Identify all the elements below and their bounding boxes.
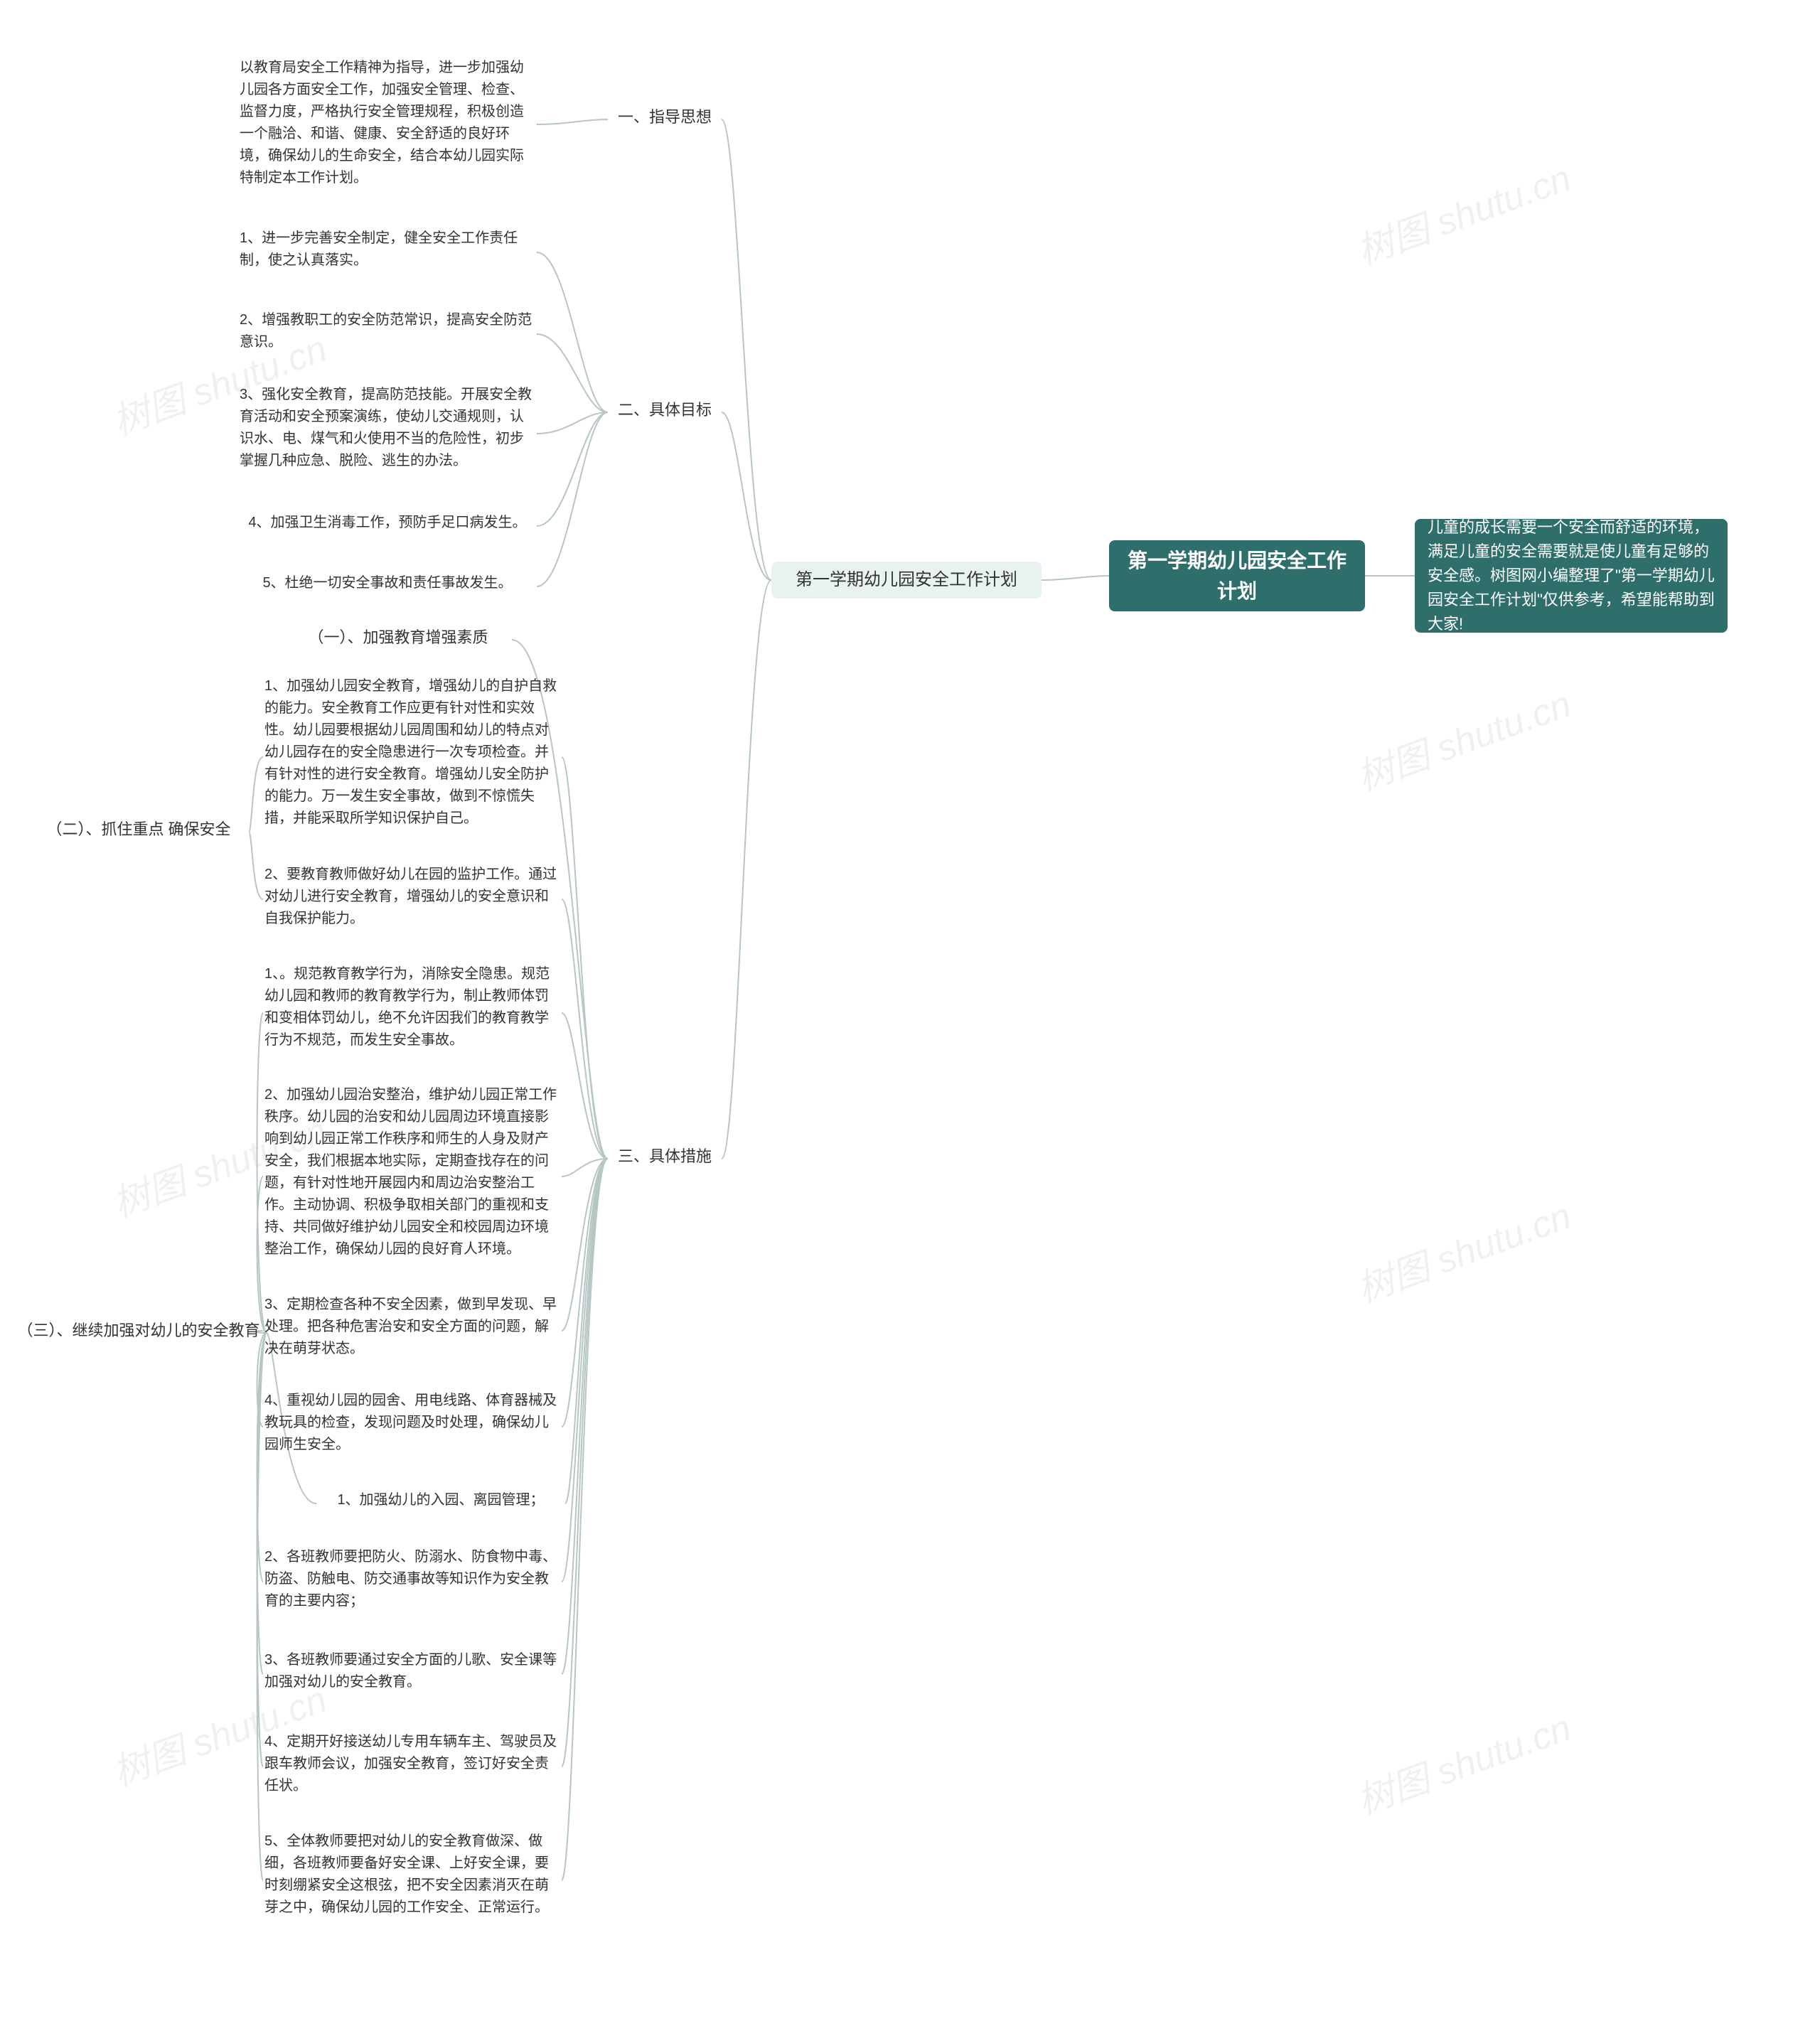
section-3-g2-c1: 1、加强幼儿园安全教育，增强幼儿的自护自救的能力。安全教育工作应更有针对性和实效…: [263, 675, 562, 830]
section-3-g3-c6: 2、各班教师要把防火、防溺水、防食物中毒、防盗、防触电、防交通事故等知识作为安全…: [263, 1546, 562, 1612]
section-3-g3-c1: 1、。规范教育教学行为，消除安全隐患。规范幼儿园和教师的教育教学行为，制止教师体…: [263, 963, 562, 1051]
section-3-g3-c7: 3、各班教师要通过安全方面的儿歌、安全课等加强对幼儿的安全教育。: [263, 1649, 562, 1693]
section-3-g3-c3: 3、定期检查各种不安全因素，做到早发现、早处理。把各种危害治安和安全方面的问题，…: [263, 1294, 562, 1360]
root-title: 第一学期幼儿园安全工作计划: [1109, 540, 1365, 611]
section-3-g3-c2: 2、加强幼儿园治安整治，维护幼儿园正常工作秩序。幼儿园的治安和幼儿园周边环境直接…: [263, 1084, 562, 1260]
section-3-g3-c4: 4、重视幼儿园的园舍、用电线路、体育器械及教玩具的检查，发现问题及时处理，确保幼…: [263, 1390, 562, 1456]
section-2-label: 二、具体目标: [608, 398, 722, 422]
section-1-child-1: 以教育局安全工作精神为指导，进一步加强幼儿园各方面安全工作，加强安全管理、检查、…: [238, 57, 537, 189]
section-2-child-4: 4、加强卫生消毒工作，预防手足口病发生。: [238, 512, 537, 534]
watermark: 树图 shutu.cn: [1349, 1186, 1578, 1312]
watermark: 树图 shutu.cn: [1349, 148, 1578, 274]
summary-box: 儿童的成长需要一个安全而舒适的环境，满足儿童的安全需要就是使儿童有足够的安全感。…: [1415, 519, 1728, 633]
plan-box: 第一学期幼儿园安全工作计划: [771, 562, 1042, 599]
section-3-g2-c2: 2、要教育教师做好幼儿在园的监护工作。通过对幼儿进行安全教育，增强幼儿的安全意识…: [263, 864, 562, 930]
watermark: 树图 shutu.cn: [1349, 674, 1578, 800]
section-3-g2-label: （二）、抓住重点 确保安全: [28, 817, 249, 842]
section-2-child-5: 5、杜绝一切安全事故和责任事故发生。: [238, 572, 537, 594]
section-2-child-3: 3、强化安全教育，提高防范技能。开展安全教育活动和安全预案演练，使幼儿交通规则，…: [238, 384, 537, 472]
section-3-g3-c8: 4、定期开好接送幼儿专用车辆车主、驾驶员及跟车教师会议，加强安全教育，签订好安全…: [263, 1731, 562, 1797]
section-3-g1-label: （一）、加强教育增强素质: [284, 626, 512, 650]
section-1-label: 一、指导思想: [608, 105, 722, 129]
watermark: 树图 shutu.cn: [1349, 1698, 1578, 1824]
section-3-g3-c9: 5、全体教师要把对幼儿的安全教育做深、做细，各班教师要备好安全课、上好安全课，要…: [263, 1830, 562, 1919]
section-2-child-2: 2、增强教职工的安全防范常识，提高安全防范意识。: [238, 309, 537, 353]
section-3-g3-label: （三）、继续加强对幼儿的安全教育: [11, 1319, 267, 1343]
section-3-label: 三、具体措施: [608, 1144, 722, 1169]
section-3-g3-c5: 1、加强幼儿的入园、离园管理；: [316, 1489, 565, 1511]
section-2-child-1: 1、进一步完善安全制定，健全安全工作责任制，使之认真落实。: [238, 227, 537, 272]
